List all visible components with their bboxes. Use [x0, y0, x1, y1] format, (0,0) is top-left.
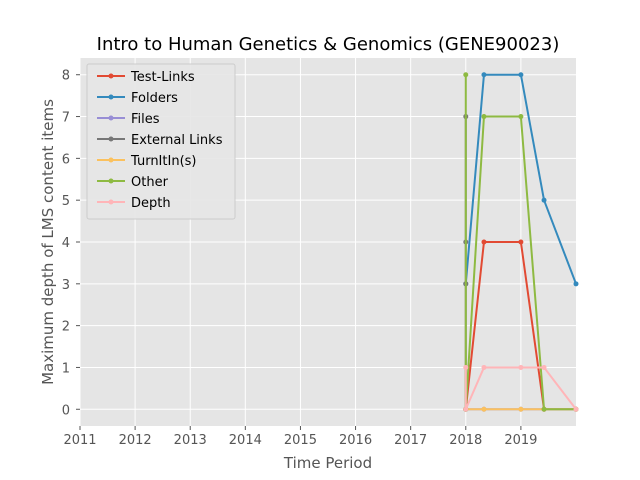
- y-tick-label: 4: [62, 236, 70, 251]
- data-point: [518, 239, 524, 245]
- data-point: [463, 364, 469, 370]
- x-tick-label: 2019: [504, 433, 537, 448]
- legend-item: Other: [97, 175, 169, 190]
- y-tick-label: 1: [62, 361, 70, 376]
- legend-marker: [108, 178, 114, 184]
- legend-label: Test-Links: [130, 70, 195, 85]
- data-point: [541, 364, 547, 370]
- y-tick-label: 5: [62, 194, 70, 209]
- x-tick-label: 2013: [174, 433, 207, 448]
- series-line: [464, 74, 576, 411]
- x-tick-label: 2015: [284, 433, 317, 448]
- legend-item: Files: [97, 112, 160, 127]
- data-point: [573, 406, 579, 412]
- data-point: [481, 406, 487, 412]
- x-axis-label: Time Period: [283, 454, 372, 472]
- legend-item: Test-Links: [97, 70, 195, 85]
- x-tick-label: 2014: [229, 433, 262, 448]
- data-point: [481, 114, 487, 120]
- data-point: [541, 197, 547, 203]
- y-tick-label: 7: [62, 111, 70, 126]
- y-axis-label: Maximum depth of LMS content items: [39, 99, 57, 385]
- data-point: [481, 72, 487, 78]
- data-point: [481, 239, 487, 245]
- data-point: [463, 72, 469, 78]
- legend-marker: [108, 115, 114, 121]
- legend-label: Files: [131, 112, 160, 127]
- legend-marker: [108, 73, 114, 79]
- data-point: [541, 406, 547, 412]
- legend-marker: [108, 94, 114, 100]
- data-point: [518, 72, 524, 78]
- legend-label: Other: [131, 175, 169, 190]
- x-tick-label: 2011: [63, 433, 96, 448]
- legend-item: Folders: [97, 91, 178, 106]
- data-point: [463, 406, 469, 412]
- legend-label: TurnItIn(s): [130, 154, 196, 169]
- y-tick-label: 8: [62, 69, 70, 84]
- legend-marker: [108, 199, 114, 205]
- series-line: [464, 366, 577, 411]
- legend-marker: [108, 157, 114, 163]
- data-point: [573, 281, 579, 287]
- x-axis-ticks: 2011 2012 2013 2014 2015 2016 2017 2018 2019: [63, 426, 537, 448]
- legend-item: TurnItIn(s): [97, 154, 196, 169]
- series-lines: [463, 72, 579, 412]
- legend-marker: [108, 136, 114, 142]
- x-tick-label: 2018: [449, 433, 482, 448]
- legend-item: External Links: [97, 133, 223, 148]
- data-point: [518, 364, 524, 370]
- legend: Test-Links Folders Files External Links Turn…: [86, 63, 236, 220]
- legend-item: Depth: [97, 196, 171, 211]
- legend-label: Folders: [131, 91, 178, 106]
- x-tick-label: 2012: [119, 433, 152, 448]
- x-tick-label: 2016: [339, 433, 372, 448]
- data-point: [481, 364, 487, 370]
- data-point: [518, 114, 524, 120]
- data-point: [518, 406, 524, 412]
- y-tick-label: 6: [62, 152, 70, 167]
- legend-label: Depth: [131, 196, 171, 211]
- series-depth: [463, 364, 579, 412]
- y-axis-ticks: 0 1 2 3 4 5 6 7 8: [62, 69, 80, 418]
- chart-title: Intro to Human Genetics & Genomics (GENE…: [97, 34, 560, 55]
- legend-label: External Links: [131, 133, 223, 148]
- y-tick-label: 0: [62, 403, 70, 418]
- y-tick-label: 2: [62, 320, 70, 335]
- x-tick-label: 2017: [394, 433, 427, 448]
- y-tick-label: 3: [62, 278, 70, 293]
